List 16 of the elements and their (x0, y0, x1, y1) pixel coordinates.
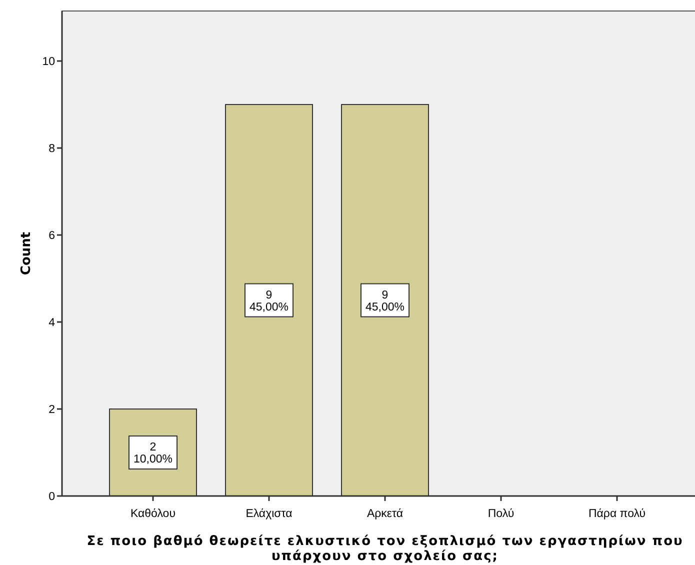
data-label: 9 45,00% (249, 289, 289, 314)
y-tick-label: 0 (48, 491, 55, 504)
data-label: 9 45,00% (365, 289, 405, 314)
x-tick-label: Πολύ (488, 508, 514, 520)
x-axis-title: Σε ποιο βαθμό θεωρείτε ελκυστικό τον εξοπλισμό των εργαστηρίων που υπάρχουν στο σχολείο σας; (86, 534, 684, 564)
x-tick-label: Καθόλου (130, 508, 176, 520)
data-label: 2 10,00% (133, 442, 173, 466)
y-tick-label: 8 (48, 143, 55, 156)
y-axis-title: Count (19, 232, 34, 276)
x-tick-label: Αρκετά (366, 508, 404, 520)
x-tick-label: Πάρα πολύ (588, 508, 646, 520)
y-tick-label: 4 (48, 317, 56, 330)
x-tick-label: Ελάχιστα (246, 508, 293, 520)
y-tick-label: 10 (42, 56, 55, 68)
y-tick-label: 6 (48, 230, 55, 242)
y-tick-label: 2 (48, 404, 55, 416)
